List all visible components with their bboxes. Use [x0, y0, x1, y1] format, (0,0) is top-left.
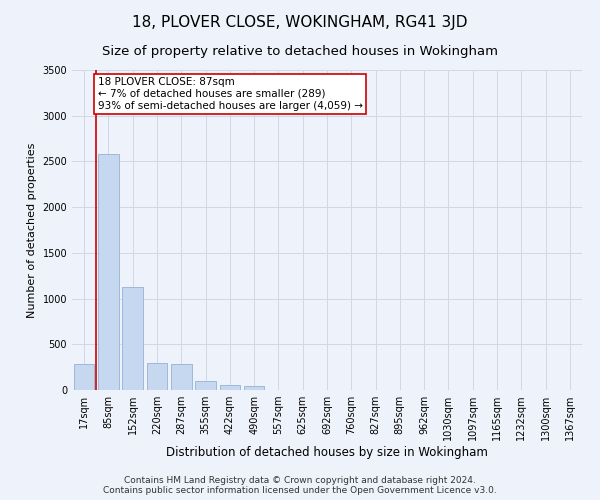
Bar	[146, 364, 167, 390]
Bar	[98, 154, 119, 390]
Y-axis label: Number of detached properties: Number of detached properties	[27, 142, 37, 318]
Bar	[244, 386, 265, 390]
Text: Contains HM Land Registry data © Crown copyright and database right 2024.
Contai: Contains HM Land Registry data © Crown c…	[103, 476, 497, 495]
Text: 18, PLOVER CLOSE, WOKINGHAM, RG41 3JD: 18, PLOVER CLOSE, WOKINGHAM, RG41 3JD	[132, 15, 468, 30]
Text: Size of property relative to detached houses in Wokingham: Size of property relative to detached ho…	[102, 45, 498, 58]
Bar	[74, 364, 94, 390]
Bar	[171, 364, 191, 390]
Text: 18 PLOVER CLOSE: 87sqm
← 7% of detached houses are smaller (289)
93% of semi-det: 18 PLOVER CLOSE: 87sqm ← 7% of detached …	[97, 78, 362, 110]
Bar	[220, 384, 240, 390]
Bar	[195, 381, 216, 390]
X-axis label: Distribution of detached houses by size in Wokingham: Distribution of detached houses by size …	[166, 446, 488, 459]
Bar	[122, 286, 143, 390]
